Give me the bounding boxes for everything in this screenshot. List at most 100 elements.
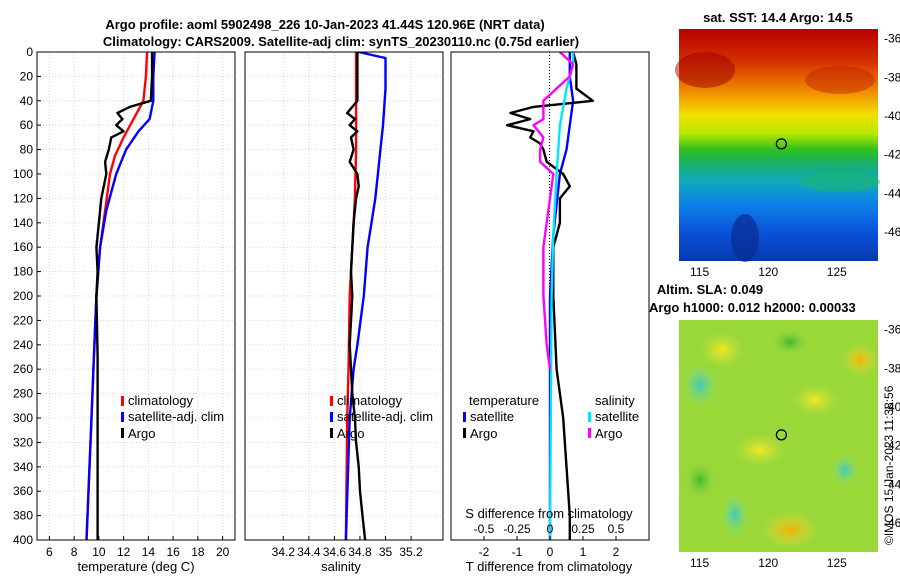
sla-high-patch <box>700 332 744 368</box>
legend-swatch-argo <box>121 428 124 438</box>
legend-label-s-satellite: satellite <box>595 409 639 424</box>
series-line-t-satellite <box>548 52 575 540</box>
y-tick-label: 20 <box>20 69 34 83</box>
sal-legend-label-satellite-clim: satellite-adj. clim <box>337 409 433 424</box>
y-tick-label: 300 <box>13 411 33 425</box>
salinity-legend: climatology satellite-adj. clim Argo <box>330 393 433 441</box>
y-tick-label: 0 <box>26 45 33 59</box>
temperature-grid <box>37 52 235 540</box>
sal-legend-label-argo: Argo <box>337 426 364 441</box>
sla-green-patch-west <box>684 460 716 500</box>
sst-warm-patch <box>675 52 735 88</box>
sal-legend-swatch-argo <box>330 428 333 438</box>
y-tick-label: 160 <box>13 240 33 254</box>
sst-map-panel: sat. SST: 14.4 Argo: 14.5 -36 -38 -40 -42 -4… <box>675 10 900 279</box>
title-line-2: Climatology: CARS2009. Satellite-adj cli… <box>103 34 579 49</box>
difference-lines <box>505 52 595 540</box>
latitude-tick-label: -38 <box>884 70 900 84</box>
legend-label-argo: Argo <box>128 426 155 441</box>
x-tick-label: 10 <box>92 545 106 559</box>
title-line-1: Argo profile: aoml 5902498_226 10-Jan-20… <box>105 17 544 32</box>
depth-tick-labels: 0 20 40 60 80 100 120 140 160 180 200 220 240 260 280 3… <box>13 45 41 547</box>
x-tick-label: 20 <box>216 545 230 559</box>
y-tick-label: 380 <box>13 509 33 523</box>
series-line-argo <box>95 52 154 540</box>
argo-location-marker-sla <box>775 429 788 441</box>
salinity-grid <box>245 52 443 540</box>
t-difference-tick-labels: -2 -1 0 1 2 <box>479 536 620 559</box>
legend-title-temperature: temperature <box>469 393 539 408</box>
latitude-tick-label: -40 <box>884 400 900 414</box>
series-line-satellite-adj-clim <box>344 52 387 540</box>
sla-field <box>679 320 878 552</box>
y-tick-label: 80 <box>20 143 34 157</box>
longitude-tick-label: 120 <box>758 265 778 279</box>
y-tick-label: 360 <box>13 484 33 498</box>
sal-legend-swatch-satellite-clim <box>330 412 333 422</box>
s-diff-tick-label: -0.5 <box>474 522 495 536</box>
legend-label-s-argo: Argo <box>595 426 622 441</box>
legend-label-satellite-clim: satellite-adj. clim <box>128 409 224 424</box>
x-tick-label: 34.6 <box>323 545 347 559</box>
legend-swatch-t-satellite <box>463 412 466 422</box>
imos-timestamp: ©IMOS 15-Jan-2023 11:38:56 <box>882 385 896 545</box>
sal-legend-label-climatology: climatology <box>337 393 403 408</box>
s-difference-tick-labels: -0.5 -0.25 0 0.25 0.5 <box>474 522 625 536</box>
x-tick-label: 6 <box>46 545 53 559</box>
salinity-tick-labels: 34.2 34.4 34.6 34.8 35 35.2 <box>272 536 423 559</box>
s-diff-tick-label: 0.25 <box>571 522 595 536</box>
difference-panel: -2 -1 0 1 2 -0.5 -0.25 0 0.25 0.5 S difference f… <box>450 51 650 574</box>
y-tick-label: 260 <box>13 362 33 376</box>
sla-longitude-labels: 115 120 125 <box>690 556 847 570</box>
x-tick-label: -1 <box>512 545 523 559</box>
sla-latitude-labels: -36 -38 -40 -42 -44 -46 <box>884 323 900 530</box>
longitude-tick-label: 125 <box>827 265 847 279</box>
sla-map-panel: Altim. SLA: 0.049 Argo h1000: 0.012 h200… <box>649 282 900 570</box>
sst-field <box>675 29 880 262</box>
s-diff-tick-label: 0.5 <box>608 522 625 536</box>
latitude-tick-label: -38 <box>884 361 900 375</box>
sla-green-patch <box>770 328 810 356</box>
s-diff-tick-label: -0.25 <box>503 522 531 536</box>
y-tick-label: 40 <box>20 94 34 108</box>
sst-latitude-labels: -36 -38 -40 -42 -44 -46 <box>884 32 900 239</box>
s-difference-label: S difference from climatology <box>465 506 633 521</box>
sst-longitude-labels: 115 120 125 <box>690 265 847 279</box>
salinity-lines <box>344 52 387 540</box>
legend-swatch-t-argo <box>463 428 466 438</box>
x-tick-label: 0 <box>547 545 554 559</box>
x-tick-label: 35 <box>379 545 393 559</box>
y-tick-label: 240 <box>13 338 33 352</box>
x-tick-label: 34.4 <box>297 545 321 559</box>
legend-label-t-satellite: satellite <box>470 409 514 424</box>
y-tick-label: 320 <box>13 435 33 449</box>
sla-high-patch-mid <box>791 384 839 416</box>
sla-low-patch-south <box>721 493 749 537</box>
y-tick-label: 200 <box>13 289 33 303</box>
sla-low-patch-east <box>831 454 859 486</box>
sst-map-title: sat. SST: 14.4 Argo: 14.5 <box>703 10 853 25</box>
t-difference-xlabel: T difference from climatology <box>466 559 633 574</box>
x-tick-label: 2 <box>613 545 620 559</box>
legend-swatch-satellite-clim <box>121 412 124 422</box>
latitude-tick-label: -42 <box>884 439 900 453</box>
legend-swatch-climatology <box>121 396 124 406</box>
legend-label-t-argo: Argo <box>470 426 497 441</box>
latitude-tick-label: -40 <box>884 109 900 123</box>
sla-high-patch-center <box>734 434 786 466</box>
series-line-argo <box>346 52 367 540</box>
y-tick-label: 100 <box>13 167 33 181</box>
sla-map-title: Altim. SLA: 0.049 <box>657 282 763 297</box>
latitude-tick-label: -44 <box>884 477 900 491</box>
sst-green-band <box>800 172 880 192</box>
x-tick-label: 16 <box>166 545 180 559</box>
y-tick-label: 60 <box>20 118 34 132</box>
x-tick-label: 35.2 <box>399 545 423 559</box>
y-tick-label: 220 <box>13 313 33 327</box>
temperature-tick-labels: 6 8 10 12 14 16 18 20 <box>46 536 230 559</box>
sla-orange-patch <box>762 512 818 548</box>
sla-map-subtitle: Argo h1000: 0.012 h2000: 0.00033 <box>649 300 856 315</box>
latitude-tick-label: -42 <box>884 148 900 162</box>
series-line-s-argo <box>532 52 575 370</box>
x-tick-label: 18 <box>191 545 205 559</box>
